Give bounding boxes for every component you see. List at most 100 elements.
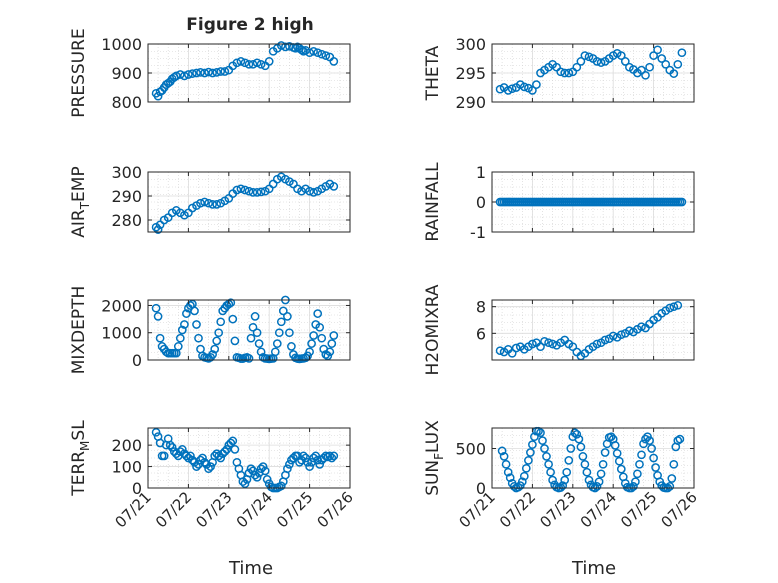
data-point (208, 200, 217, 209)
y-tick-label: 2000 (101, 296, 142, 315)
data-point (501, 459, 511, 469)
x-tick-label: 07/23 (192, 488, 235, 531)
data-point (281, 42, 290, 52)
y-tick-label: 0 (132, 479, 142, 498)
data-point (236, 57, 246, 66)
data-point (161, 347, 171, 357)
axes-box (491, 299, 695, 361)
x-tick-label: 07/24 (233, 488, 276, 531)
data-point (513, 482, 523, 492)
y-axis-label-subscript: T (78, 201, 92, 210)
data-point (177, 325, 187, 335)
data-point (155, 333, 165, 343)
data-point (192, 320, 201, 329)
data-point (329, 331, 339, 340)
x-tick-label: 07/24 (577, 488, 620, 531)
data-point (180, 71, 189, 81)
data-point (574, 434, 584, 444)
data-point (631, 477, 640, 487)
data-point (226, 298, 236, 308)
data-point (530, 432, 539, 442)
data-point (228, 314, 238, 324)
data-point (509, 482, 519, 491)
data-point (216, 317, 226, 327)
data-point (204, 464, 213, 474)
data-point (206, 462, 215, 471)
data-point (307, 339, 316, 348)
x-tick-label: 07/22 (496, 488, 539, 531)
data-point (153, 91, 163, 101)
data-point (309, 331, 318, 340)
data-point (244, 354, 254, 363)
data-point (517, 477, 527, 487)
data-point (582, 467, 592, 477)
data-point (283, 464, 292, 474)
data-point (633, 469, 642, 479)
data-point (248, 59, 258, 69)
data-point (528, 339, 537, 349)
data-point (647, 444, 656, 453)
data-point (327, 339, 337, 348)
y-axis-label-tail: LUX (423, 420, 443, 453)
y-tick-label: 295 (455, 64, 486, 83)
data-point (212, 68, 222, 77)
data-point (645, 62, 654, 72)
y-tick-label: 500 (455, 440, 486, 459)
x-axis-label-right: Time (571, 558, 616, 579)
y-tick-label: 0 (476, 193, 486, 212)
data-point (499, 452, 509, 461)
data-point (325, 451, 335, 461)
data-point (196, 198, 205, 208)
y-axis-label: RAINFALL (423, 162, 443, 242)
y-tick-label: 1000 (101, 35, 142, 54)
data-point (232, 185, 242, 195)
data-point (230, 445, 240, 454)
data-point (503, 86, 513, 95)
data-point (651, 463, 660, 472)
y-tick-label: 300 (455, 35, 486, 54)
y-axis-label-main: THETA (423, 45, 443, 101)
y-axis-label-main: MIXDEPTH (69, 286, 89, 375)
data-point (208, 68, 217, 78)
data-point (637, 450, 646, 460)
data-point (204, 198, 213, 208)
data-point (327, 453, 337, 463)
data-point (317, 333, 327, 343)
y-axis-label-main: RAINFALL (423, 162, 443, 242)
data-point (216, 67, 226, 76)
data-point (560, 68, 570, 78)
data-point (200, 457, 209, 467)
data-point (256, 59, 266, 69)
axes-box (147, 171, 351, 233)
y-tick-label: 800 (111, 93, 142, 112)
data-point (200, 68, 209, 78)
x-tick-label: 07/22 (152, 488, 195, 531)
data-point (580, 459, 590, 469)
data-point (560, 475, 570, 485)
data-point (315, 322, 325, 332)
data-point (244, 59, 254, 69)
y-axis-label: MIXDEPTH (69, 286, 89, 375)
data-point (173, 342, 183, 351)
data-point (576, 57, 586, 66)
data-point (540, 444, 549, 453)
data-point (536, 342, 545, 352)
data-point (544, 459, 553, 469)
data-point (519, 471, 529, 481)
data-point (572, 429, 582, 439)
data-point (230, 336, 240, 346)
data-point (153, 312, 163, 321)
data-point (171, 71, 181, 81)
y-axis-label-main: AIR (69, 209, 89, 238)
data-point (635, 459, 644, 469)
data-point (256, 187, 266, 197)
x-tick-label: 07/23 (536, 488, 579, 531)
data-point (540, 336, 549, 346)
data-point (240, 185, 250, 195)
data-point (175, 70, 185, 79)
data-point (151, 427, 161, 437)
data-point (511, 343, 521, 353)
data-point (309, 453, 318, 463)
data-point (612, 448, 622, 458)
data-point (616, 464, 626, 474)
